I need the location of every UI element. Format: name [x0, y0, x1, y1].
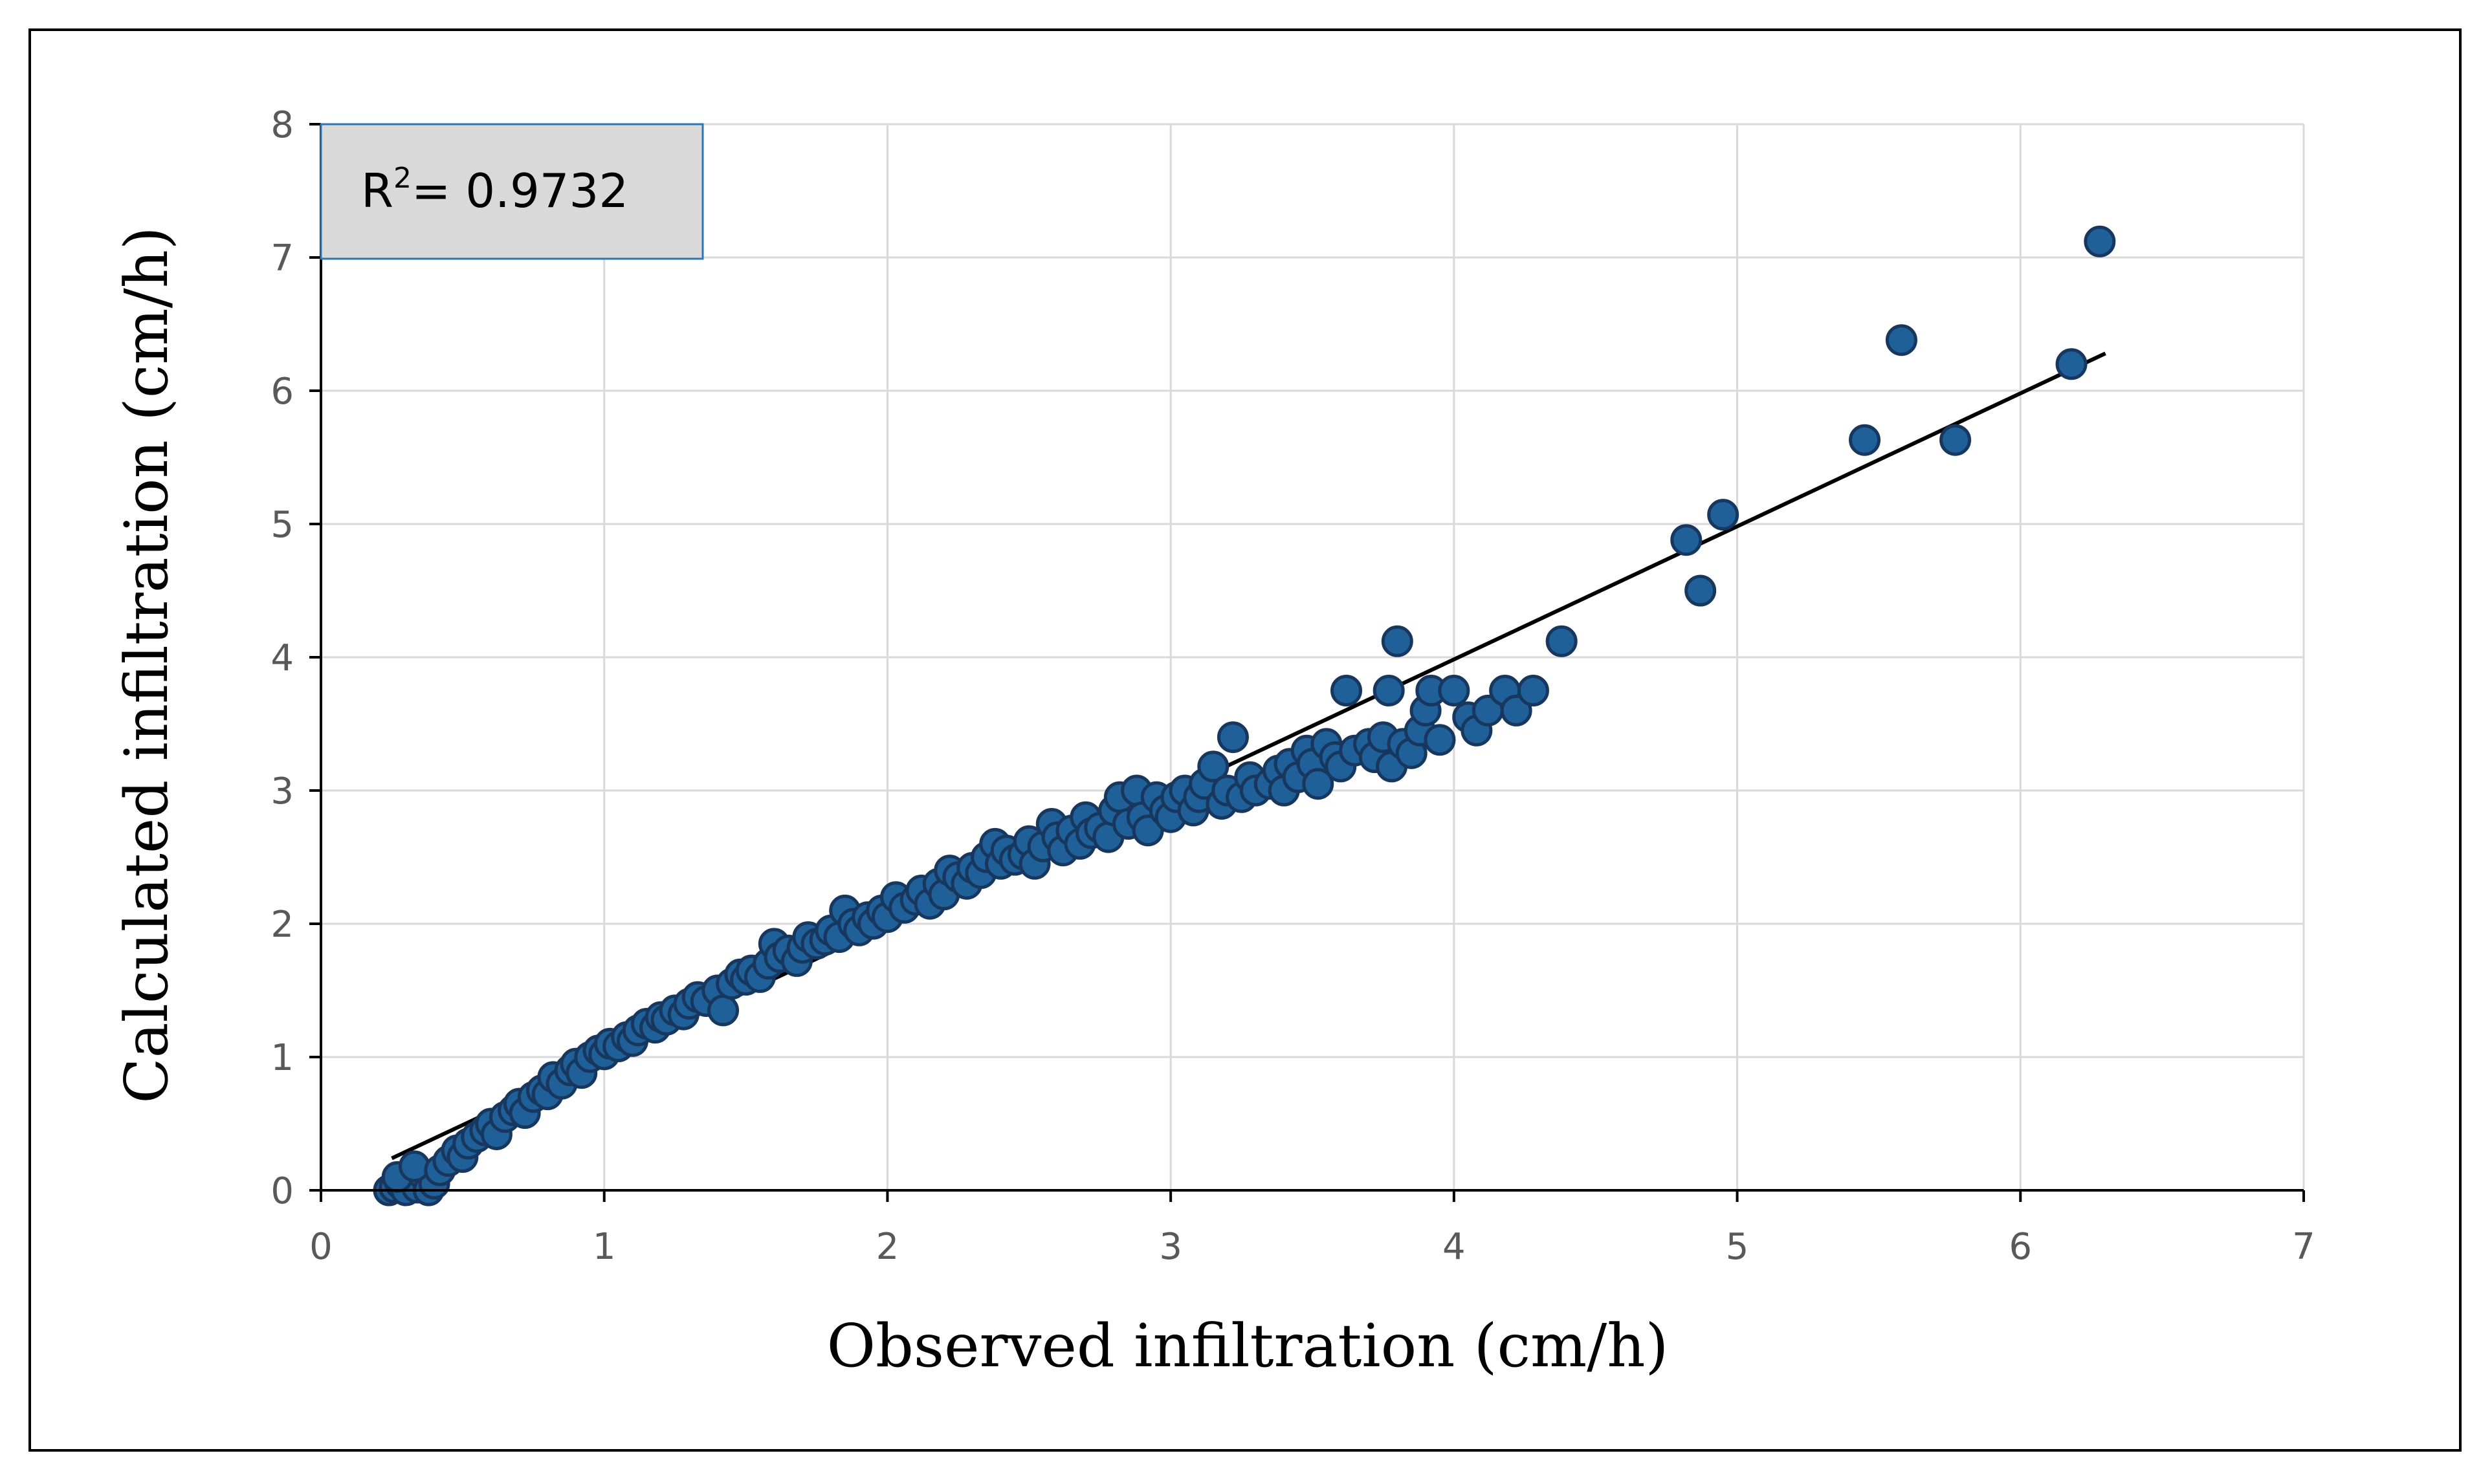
- x-tick-label-6: 6: [2009, 1226, 2032, 1268]
- data-point: [1939, 424, 1972, 456]
- r2-superscript: 2: [393, 162, 412, 195]
- gridlines: [321, 123, 2305, 1190]
- x-tick-label-2: 2: [876, 1226, 899, 1268]
- x-tick-label-7: 7: [2292, 1226, 2315, 1268]
- data-point: [1500, 694, 1532, 726]
- data-point: [2055, 348, 2088, 380]
- x-tick-label-1: 1: [593, 1226, 616, 1268]
- data-point: [1885, 324, 1917, 356]
- r2-value: = 0.9732: [412, 164, 628, 218]
- y-tick-label-0: 0: [270, 1170, 294, 1212]
- data-point: [1381, 625, 1413, 657]
- y-tick-label-6: 6: [270, 371, 294, 413]
- y-axis-title: Calculated infiltration (cm/h): [112, 226, 181, 1104]
- data-point: [1373, 675, 1405, 706]
- data-point: [707, 994, 740, 1027]
- data-point: [1517, 675, 1549, 706]
- data-point: [1849, 424, 1881, 456]
- x-axis-title: Observed infiltration (cm/h): [827, 1311, 1669, 1380]
- y-tick-label-4: 4: [270, 637, 294, 679]
- y-tick-labels: 0 1 2 3 4 5 6 7 8: [270, 104, 294, 1212]
- x-tick-labels: 0 1 2 3 4 5 6 7: [309, 1226, 2315, 1268]
- axes: [309, 123, 2305, 1202]
- y-tick-label-5: 5: [270, 504, 294, 546]
- data-point: [1684, 574, 1717, 607]
- data-point: [1217, 721, 1249, 754]
- y-tick-label-1: 1: [270, 1037, 294, 1079]
- data-point: [1545, 625, 1578, 657]
- data-point: [1197, 750, 1229, 783]
- data-point: [1330, 675, 1363, 706]
- data-points: [373, 225, 2116, 1206]
- data-point: [398, 1150, 430, 1183]
- data-point: [1424, 724, 1456, 756]
- y-tick-label-2: 2: [270, 904, 294, 946]
- data-point: [1438, 675, 1470, 706]
- y-tick-label-7: 7: [270, 237, 294, 279]
- x-tick-label-4: 4: [1442, 1226, 1466, 1268]
- x-tick-label-0: 0: [309, 1226, 333, 1268]
- data-point: [2084, 225, 2116, 257]
- x-tick-label-3: 3: [1159, 1226, 1182, 1268]
- data-point: [1670, 524, 1703, 556]
- y-tick-label-3: 3: [270, 770, 294, 813]
- r2-prefix: R: [361, 164, 393, 218]
- r2-annotation-box: R2= 0.9732: [320, 123, 704, 260]
- r2-box: [320, 123, 704, 260]
- y-tick-label-8: 8: [270, 104, 294, 146]
- x-tick-label-5: 5: [1726, 1226, 1749, 1268]
- data-point: [1302, 768, 1334, 800]
- r2-label: R2= 0.9732: [361, 162, 628, 218]
- data-point: [1707, 499, 1739, 531]
